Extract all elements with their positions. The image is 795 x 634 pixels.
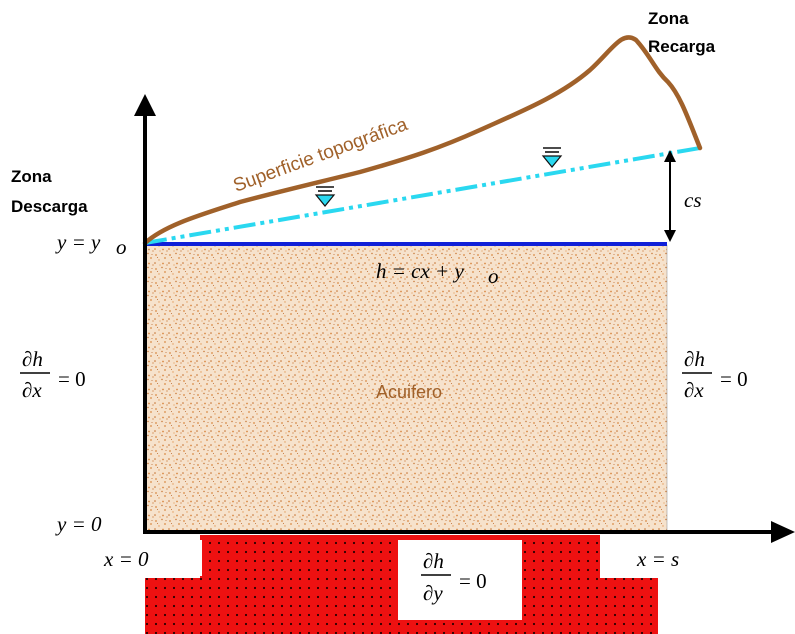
dhdy-label-box [398, 540, 522, 620]
zona-recarga-label-line2: Recarga [648, 37, 716, 56]
svg-text:h = cx + y: h = cx + y [376, 259, 464, 283]
zona-descarga-label-line2: Descarga [11, 197, 88, 216]
svg-text:= 0: = 0 [720, 367, 748, 391]
right-boundary-condition: ∂h ∂x = 0 [682, 347, 748, 402]
head-equation-label: h = cx + y o [376, 259, 499, 288]
cs-dimension-arrow [664, 150, 676, 242]
y-equals-yo-label: y = y o [55, 230, 127, 259]
left-boundary-condition: ∂h ∂x = 0 [20, 347, 86, 402]
x-zero-label-box [98, 540, 202, 576]
svg-text:= 0: = 0 [58, 367, 86, 391]
aquifer-body [144, 244, 668, 533]
x-axis-arrowhead [771, 521, 795, 543]
svg-text:o: o [116, 235, 127, 259]
y-axis-arrowhead [134, 94, 156, 116]
zona-recarga-label-line1: Zona [648, 9, 689, 28]
svg-text:= 0: = 0 [459, 569, 487, 593]
svg-text:∂x: ∂x [684, 378, 704, 402]
svg-text:∂h: ∂h [423, 549, 444, 573]
zona-descarga-label-line1: Zona [11, 167, 52, 186]
svg-text:∂h: ∂h [684, 347, 705, 371]
svg-text:∂h: ∂h [22, 347, 43, 371]
x-s-label: x = s [636, 547, 679, 571]
svg-text:y = y: y = y [55, 230, 101, 254]
water-level-triangle-icon [314, 186, 336, 207]
water-table-line [144, 146, 701, 245]
x-zero-label: x = 0 [103, 547, 149, 571]
water-level-triangle-icon [541, 147, 563, 168]
svg-text:∂y: ∂y [423, 581, 443, 605]
cs-label: cs [684, 188, 702, 212]
acuifero-label: Acuifero [376, 382, 442, 402]
topographic-surface [142, 35, 703, 246]
x-s-label-box [603, 540, 713, 576]
bottom-boundary-condition: ∂h ∂y = 0 [421, 549, 487, 605]
svg-text:∂x: ∂x [22, 378, 42, 402]
y-zero-label: y = 0 [55, 512, 102, 536]
surface-label: Superficie topográfica [231, 114, 411, 197]
svg-text:o: o [488, 264, 499, 288]
